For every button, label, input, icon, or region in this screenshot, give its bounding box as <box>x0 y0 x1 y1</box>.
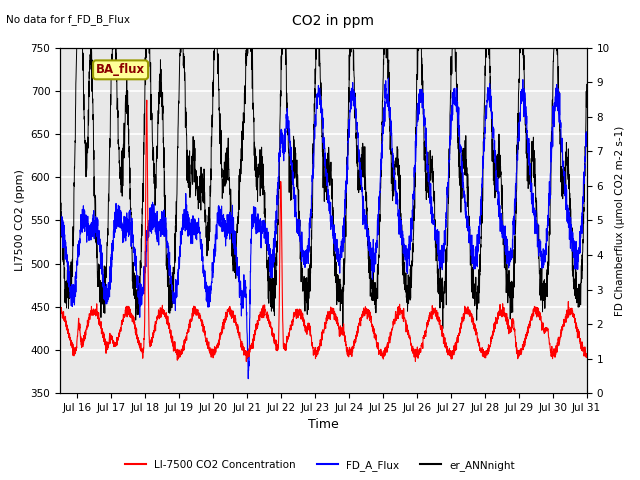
Legend: LI-7500 CO2 Concentration, FD_A_Flux, er_ANNnight: LI-7500 CO2 Concentration, FD_A_Flux, er… <box>121 456 519 475</box>
X-axis label: Time: Time <box>308 419 339 432</box>
Y-axis label: LI7500 CO2 (ppm): LI7500 CO2 (ppm) <box>15 169 25 271</box>
Text: CO2 in ppm: CO2 in ppm <box>292 14 374 28</box>
Text: No data for f_FD_B_Flux: No data for f_FD_B_Flux <box>6 14 131 25</box>
Text: BA_flux: BA_flux <box>96 63 145 76</box>
Y-axis label: FD Chamberflux (μmol CO2 m-2 s-1): FD Chamberflux (μmol CO2 m-2 s-1) <box>615 125 625 315</box>
